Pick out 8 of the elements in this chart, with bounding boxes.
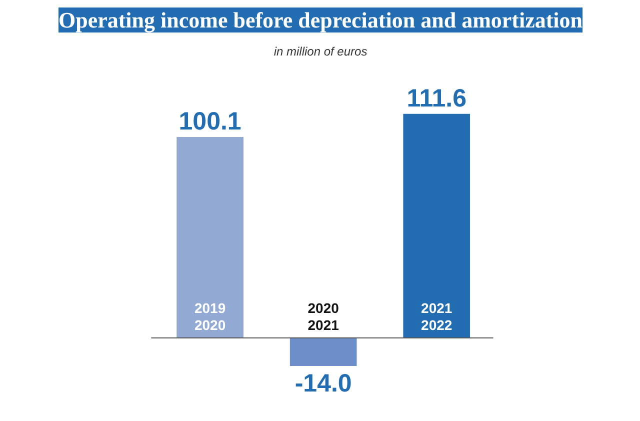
data-label: 111.6 <box>406 84 467 112</box>
chart-title: Operating income before depreciation and amortization <box>58 8 583 32</box>
x-tick-label: 2019 2020 <box>194 300 226 333</box>
chart-subtitle: in million of euros <box>274 44 368 58</box>
x-tick-label: 2021 2022 <box>421 300 452 333</box>
data-label: 100.1 <box>178 107 242 136</box>
x-tick-label: 2020 2021 <box>308 300 340 333</box>
data-label: -14.0 <box>294 370 352 398</box>
